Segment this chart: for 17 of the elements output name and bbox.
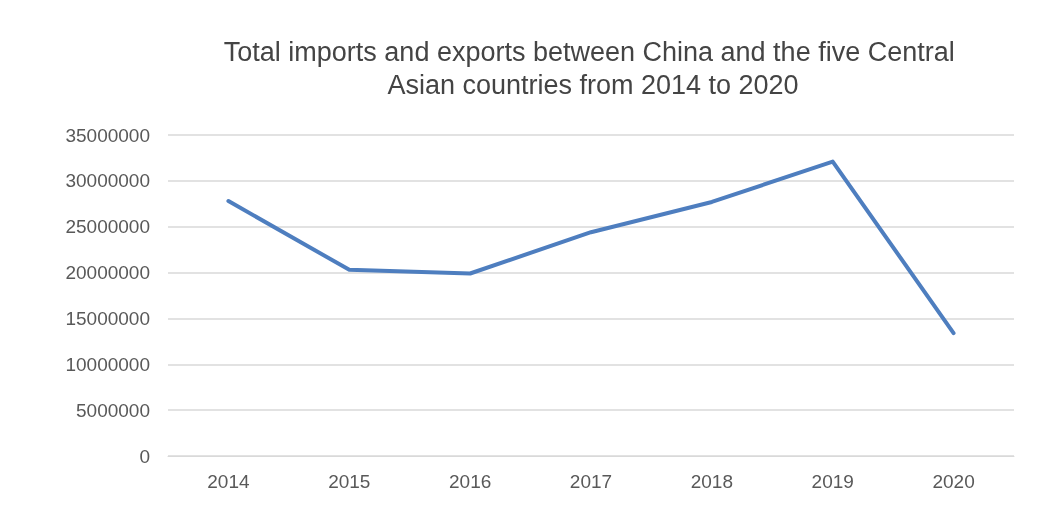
x-tick-label: 2015 [328, 471, 371, 492]
y-tick-label: 30000000 [65, 170, 150, 192]
y-tick-label: 15000000 [65, 307, 150, 329]
x-tick-label: 2018 [690, 471, 733, 492]
x-tick-label: 2014 [207, 471, 250, 492]
y-tick-label: 25000000 [65, 216, 150, 238]
y-tick-label: 35000000 [65, 124, 150, 146]
y-tick-label: 5000000 [76, 399, 150, 421]
x-tick-label: 2017 [569, 471, 613, 492]
y-tick-label: 0 [139, 445, 150, 467]
line-series [226, 159, 956, 336]
y-tick-label: 10000000 [65, 353, 150, 375]
x-tick-label: 2019 [811, 471, 854, 492]
y-tick-label: 20000000 [65, 262, 150, 284]
x-tick-label: 2016 [449, 471, 492, 492]
chart-title: Total imports and exports between China and the five Central Asian countries from 2014 to 2020 [223, 36, 963, 100]
x-tick-label: 2020 [932, 471, 975, 492]
